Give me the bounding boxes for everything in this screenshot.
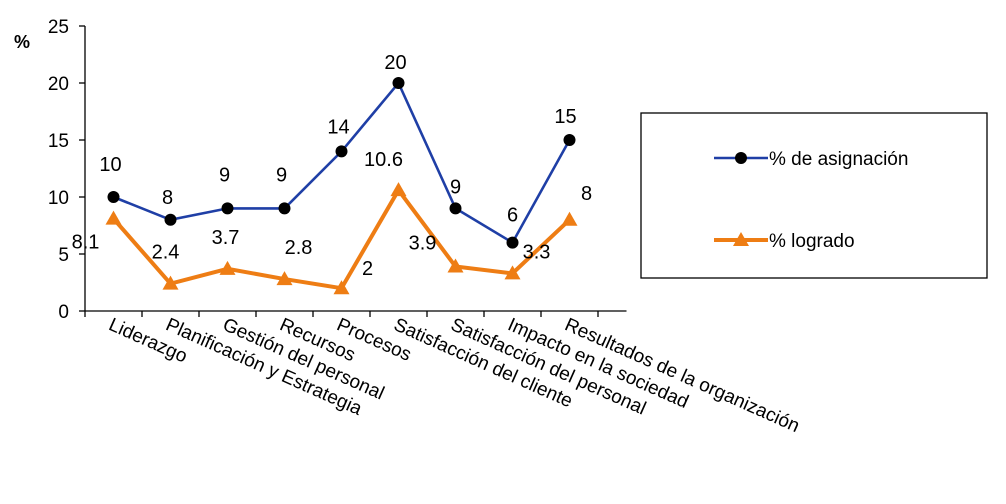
pct-logrado-data-label: 3.7 xyxy=(212,227,240,249)
series-layer xyxy=(105,77,578,295)
pct-logrado-data-label: 2.4 xyxy=(152,242,180,264)
y-tick-label: 5 xyxy=(58,245,69,266)
axes: % xyxy=(14,26,627,312)
pct-de-asignacion-data-label: 20 xyxy=(384,52,406,74)
pct-logrado-data-label: 8.1 xyxy=(72,232,100,254)
pct-de-asignacion-data-label: 9 xyxy=(276,164,287,186)
legend-pct-logrado-marker xyxy=(733,232,749,246)
pct-de-asignacion-point xyxy=(506,236,519,249)
pct-de-asignacion-data-label: 10 xyxy=(99,154,121,176)
y-axis-unit: % xyxy=(14,32,30,52)
pct-logrado-data-label: 10.6 xyxy=(364,149,403,171)
legend-pct-logrado-label: % logrado xyxy=(769,231,855,252)
y-tick-label: 20 xyxy=(48,74,69,95)
pct-de-asignacion-point xyxy=(221,202,234,215)
pct-logrado-data-label: 8 xyxy=(581,183,592,205)
pct-logrado-data-label: 3.3 xyxy=(523,241,551,263)
pct-de-asignacion-point xyxy=(449,202,462,215)
legend-box xyxy=(640,112,988,279)
legend-pct-de-asignacion-marker xyxy=(735,152,747,164)
y-tick-label: 10 xyxy=(48,188,69,209)
pct-de-asignacion-point xyxy=(563,134,576,146)
pct-logrado-point xyxy=(447,258,464,273)
category-label-resultados-de-la-organizacion: Resultados de la organización xyxy=(561,314,802,437)
data-labels: 10 8 9 9 14 20 9 6 15 8.1 2.4 3.7 2.8 2 10.6 3.9 3.3 8 xyxy=(72,52,592,280)
pct-logrado-point xyxy=(162,275,179,290)
pct-logrado-data-label: 2 xyxy=(362,258,373,280)
pct-de-asignacion-point xyxy=(392,77,405,89)
legend-pct-de-asignacion-label: % de asignación xyxy=(769,149,908,170)
pct-de-asignacion-data-label: 6 xyxy=(507,205,518,227)
pct-logrado-line xyxy=(111,186,571,291)
pct-de-asignacion-data-label: 9 xyxy=(450,176,461,198)
pct-logrado-point xyxy=(105,210,122,225)
pct-de-asignacion-data-label: 14 xyxy=(327,116,349,138)
pct-logrado-point xyxy=(276,271,293,286)
pct-logrado-point xyxy=(504,265,521,280)
y-tick-label: 15 xyxy=(48,131,69,152)
pct-de-asignacion-data-label: 15 xyxy=(554,106,576,128)
pct-logrado-point xyxy=(333,280,350,295)
x-ticks xyxy=(84,311,599,317)
pct-logrado-data-label: 3.9 xyxy=(409,233,437,255)
pct-de-asignacion-point xyxy=(107,191,120,203)
pct-de-asignacion-point xyxy=(335,145,348,158)
pct-logrado-point xyxy=(390,182,407,197)
pct-logrado-point xyxy=(561,211,578,226)
pct-logrado-data-label: 2.8 xyxy=(285,237,313,259)
pct-logrado-point xyxy=(219,260,236,275)
legend: % de asignación % logrado xyxy=(640,112,988,279)
pct-de-asignacion-line xyxy=(113,80,571,245)
y-tick-label: 25 xyxy=(48,17,69,38)
pct-de-asignacion-data-label: 8 xyxy=(162,187,173,209)
pct-de-asignacion-point xyxy=(164,213,177,226)
y-tick-label: 0 xyxy=(58,302,69,323)
pct-de-asignacion-data-label: 9 xyxy=(219,164,230,186)
pct-de-asignacion-point xyxy=(278,202,291,215)
y-ticks: 0 5 10 15 20 25 xyxy=(48,17,85,323)
